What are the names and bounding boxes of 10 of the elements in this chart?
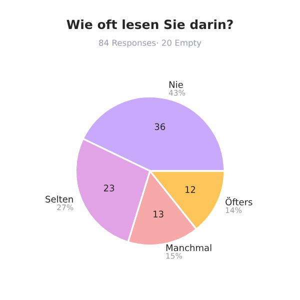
slice-label: Manchmal [166,244,212,252]
data-label: 36 [154,123,166,130]
chart-title: Wie oft lesen Sie darin? [66,19,233,30]
slice-label: Nie [169,81,183,88]
chart-subtitle: 84 Responses· 20 Empty [99,40,202,48]
data-label: 12 [185,186,196,193]
slice-label: Öfters [226,197,252,206]
data-label: 23 [104,184,114,192]
data-label: 13 [154,210,164,218]
slice-label: Selten [46,196,73,203]
